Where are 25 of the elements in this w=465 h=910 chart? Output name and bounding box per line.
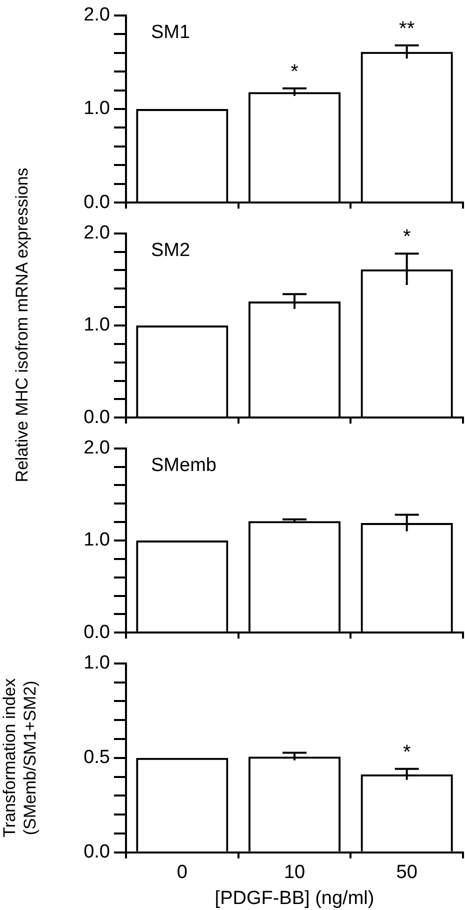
y-tick-label: 0.0 bbox=[84, 622, 110, 643]
y-axis-title: Transformation index (SMemb/SM1+SM2) bbox=[0, 678, 40, 838]
y-tick-label: 1.0 bbox=[84, 530, 110, 551]
annotation: * bbox=[402, 226, 411, 248]
y-tick-label: 0.5 bbox=[84, 747, 110, 768]
x-tick-label: 50 bbox=[396, 862, 418, 884]
y-tick-label: 2.0 bbox=[84, 438, 110, 459]
y-tick-label: 2.0 bbox=[84, 4, 110, 26]
x-tick-label: 0 bbox=[176, 862, 188, 884]
y-tick-label: 1.0 bbox=[84, 98, 110, 120]
x-tick-label: 10 bbox=[284, 862, 306, 884]
y-tick-label: 2.0 bbox=[84, 222, 110, 244]
annotation: * bbox=[402, 741, 411, 764]
chart-title: SMemb bbox=[151, 455, 216, 476]
y-tick-label: 0.0 bbox=[84, 842, 110, 863]
annotation: ** bbox=[399, 18, 415, 40]
y-tick-label: 1.0 bbox=[84, 314, 110, 336]
chart-title: SM1 bbox=[151, 22, 190, 44]
y-axis-title: Relative MHC isofrom mRNA expressions bbox=[12, 168, 32, 482]
annotation: * bbox=[290, 60, 299, 83]
x-axis-title: [PDGF-BB] (ng/ml) bbox=[214, 888, 374, 909]
y-tick-label: 1.0 bbox=[84, 652, 110, 674]
chart-title: SM2 bbox=[151, 240, 190, 262]
y-tick-label: 0.0 bbox=[84, 406, 110, 428]
y-tick-label: 0.0 bbox=[84, 192, 110, 213]
